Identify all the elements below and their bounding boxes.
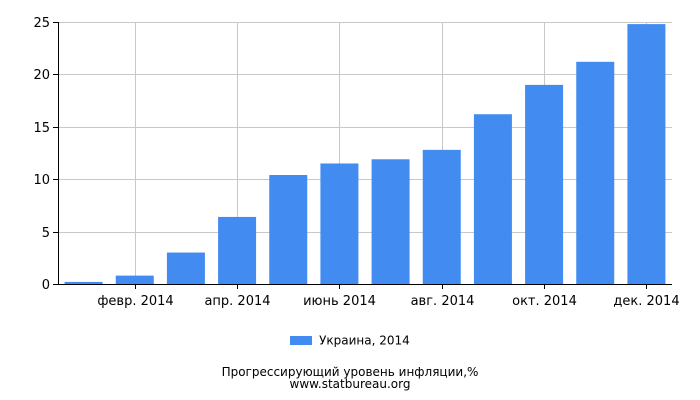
bar bbox=[166, 252, 205, 284]
legend: Украина, 2014 bbox=[0, 333, 700, 348]
bars bbox=[64, 24, 666, 284]
bar bbox=[473, 114, 512, 284]
y-tick-label: 10 bbox=[33, 173, 50, 188]
bar bbox=[218, 216, 257, 284]
bar bbox=[525, 84, 564, 284]
y-tick-label: 15 bbox=[33, 121, 50, 136]
x-tick-label: июнь 2014 bbox=[303, 294, 376, 309]
x-tick-label: дек. 2014 bbox=[613, 294, 679, 309]
bar bbox=[422, 149, 461, 284]
bar-chart: 0 5 10 15 20 25 февр. 2014 апр. 2014 июнь 2014 ав… bbox=[33, 16, 679, 309]
bar bbox=[115, 275, 154, 284]
bar bbox=[320, 163, 359, 284]
bar bbox=[576, 61, 615, 284]
y-tick-label: 25 bbox=[33, 16, 50, 31]
caption-title: Прогрессирующий уровень инфляции,% bbox=[221, 365, 479, 379]
chart-caption: Прогрессирующий уровень инфляции,% www.s… bbox=[0, 366, 700, 390]
legend-label: Украина, 2014 bbox=[319, 333, 410, 348]
x-tick-label: окт. 2014 bbox=[512, 294, 577, 309]
caption-source: www.statbureau.org bbox=[289, 377, 411, 391]
bar bbox=[64, 281, 103, 284]
axes bbox=[53, 22, 672, 289]
y-tick-label: 0 bbox=[42, 278, 50, 293]
tick-labels: 0 5 10 15 20 25 февр. 2014 апр. 2014 июнь 2014 ав… bbox=[33, 16, 679, 309]
x-tick-label: авг. 2014 bbox=[411, 294, 475, 309]
x-tick-label: апр. 2014 bbox=[204, 294, 270, 309]
bar bbox=[627, 24, 666, 284]
bar bbox=[269, 175, 308, 284]
y-tick-label: 20 bbox=[33, 68, 50, 83]
bar bbox=[371, 159, 410, 284]
legend-swatch bbox=[290, 336, 313, 345]
x-tick-label: февр. 2014 bbox=[97, 294, 173, 309]
y-tick-label: 5 bbox=[42, 226, 50, 241]
